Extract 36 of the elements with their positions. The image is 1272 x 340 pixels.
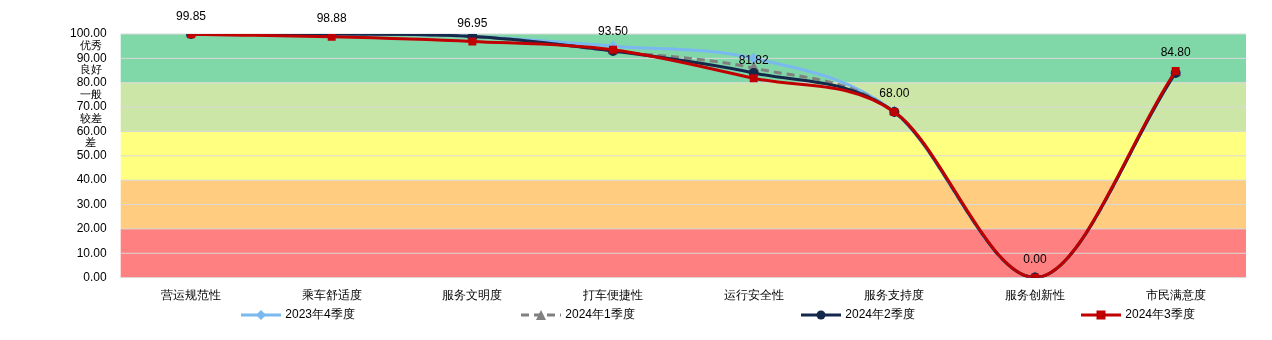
y-tick-label: 10.00 — [76, 245, 108, 260]
y-tick-label: 60.00 — [76, 123, 108, 138]
data-label: 68.00 — [879, 86, 910, 101]
y-tick-label: 20.00 — [76, 221, 108, 236]
legend-label: 2023年4季度 — [285, 306, 355, 323]
x-tick-label: 服务创新性 — [1005, 288, 1066, 303]
data-label: 96.95 — [457, 15, 488, 30]
y-tick-label: 80.00 — [76, 75, 108, 90]
x-tick-label: 打车便捷性 — [582, 288, 644, 303]
data-label: 98.88 — [316, 11, 348, 26]
x-tick-label: 服务文明度 — [442, 288, 503, 303]
x-tick-label: 营运规范性 — [161, 288, 222, 303]
y-tick-label: 70.00 — [76, 99, 108, 114]
text: 差 — [85, 136, 97, 149]
text: 良好 — [79, 63, 102, 76]
data-label: 84.80 — [1160, 45, 1192, 60]
x-tick-label: 市民满意度 — [1145, 288, 1206, 303]
y-tick-label: 40.00 — [76, 172, 108, 187]
x-tick-label: 乘车舒适度 — [301, 288, 362, 303]
y-tick-label: 30.00 — [76, 196, 108, 211]
y-tick-label: 0.00 — [83, 269, 108, 284]
data-label: 93.50 — [598, 24, 629, 39]
legend-label: 2024年2季度 — [845, 306, 915, 323]
text: 较差 — [79, 112, 102, 125]
y-tick-label: 50.00 — [76, 148, 108, 163]
data-label: 99.85 — [176, 8, 207, 23]
x-tick-label: 运行安全性 — [723, 288, 784, 303]
text: 一般 — [79, 87, 102, 100]
legend-label: 2024年3季度 — [1125, 306, 1195, 323]
data-label: 0.00 — [1023, 251, 1048, 266]
data-label: 81.82 — [738, 52, 770, 67]
text: 优秀 — [79, 39, 102, 52]
legend-label: 2024年1季度 — [565, 306, 635, 323]
y-tick-label: 90.00 — [76, 50, 108, 65]
x-tick-label: 服务支持度 — [864, 288, 925, 303]
y-tick-label: 100.00 — [70, 26, 108, 41]
